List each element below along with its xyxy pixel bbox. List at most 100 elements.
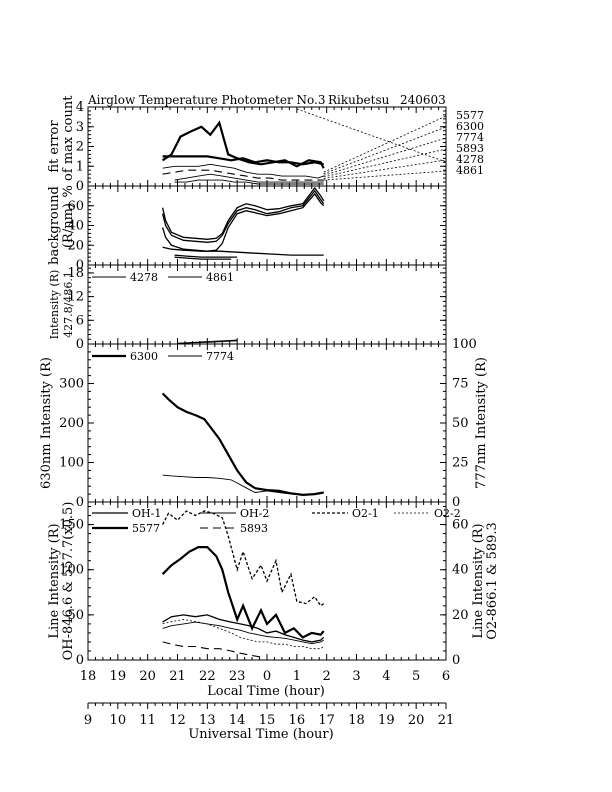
y-axis-label: fit error	[47, 120, 62, 173]
local-tick-label: 6	[442, 669, 450, 684]
y-tick-label: 0	[76, 337, 84, 352]
y-tick-label: 0	[76, 258, 84, 273]
series-line-4861	[174, 179, 324, 185]
local-tick-label: 0	[263, 669, 271, 684]
local-tick-label: 21	[169, 669, 186, 684]
y-right-tick-label: 50	[452, 416, 469, 431]
legend-label-4278: 4278	[130, 271, 158, 284]
y-right-axis-label: O2-866.1 & 589.3	[485, 522, 500, 640]
y-tick-label: 18	[67, 266, 84, 281]
local-time-label: Local Time (hour)	[207, 684, 325, 699]
legend-label-7774: 7774	[206, 350, 234, 363]
y-right-tick-label: 60	[452, 518, 469, 533]
ut-tick-label: 20	[408, 713, 425, 728]
local-tick-label: 4	[382, 669, 390, 684]
series-line-5893	[162, 169, 324, 181]
y-right-tick-label: 0	[452, 653, 460, 668]
ut-tick-label: 21	[438, 713, 455, 728]
series-line-bg-a	[161, 186, 325, 240]
legend-label-O2-1: O2-1	[352, 507, 379, 520]
y-tick-label: 50	[67, 608, 84, 623]
y-right-tick-label: 0	[452, 495, 460, 510]
y-axis-label: OH-846.6 & 557.7(x0.5)	[61, 502, 76, 661]
leader-line-4278	[323, 159, 447, 179]
y-tick-label: 1	[76, 159, 84, 174]
right-label-5893: 5893	[456, 142, 484, 155]
y-tick-label: 200	[59, 416, 84, 431]
series-line-bg-e	[174, 254, 238, 258]
leader-line-cross	[296, 108, 447, 163]
local-tick-label: 2	[323, 669, 331, 684]
ut-tick-label: 16	[289, 713, 306, 728]
y-tick-label: 150	[59, 518, 84, 533]
local-tick-label: 1	[293, 669, 301, 684]
universal-time-label: Universal Time (hour)	[188, 727, 333, 742]
series-line-OH-1	[162, 614, 325, 643]
series-line-bg-c	[161, 192, 325, 252]
y-tick-label: 20	[67, 238, 84, 253]
series-line-7774	[162, 163, 324, 179]
ut-tick-label: 11	[139, 713, 156, 728]
right-label-5577: 5577	[456, 109, 484, 122]
y-right-tick-label: 40	[452, 563, 469, 578]
local-tick-label: 3	[352, 669, 360, 684]
leader-line-7774	[323, 137, 447, 176]
ut-tick-label: 18	[348, 713, 365, 728]
legend-label-5893: 5893	[240, 522, 268, 535]
panel-frame	[87, 343, 447, 503]
ut-tick-label: 19	[378, 713, 395, 728]
panel-0: 0 1 2 3 4 fit error% of max count 557763007774…	[47, 95, 484, 198]
y-tick-label: 100	[59, 563, 84, 578]
y-tick-label: 2	[76, 140, 84, 155]
figure-site: Rikubetsu	[328, 93, 390, 107]
y-tick-label: 60	[67, 199, 84, 214]
y-right-axis-label: Line Intensity (R)	[471, 523, 486, 638]
panel-1: 0 20 40 60 background (R/nm)	[47, 185, 447, 273]
right-label-6300: 6300	[456, 120, 484, 133]
legend-label-OH-1: OH-1	[132, 507, 161, 520]
series-line-7774	[162, 474, 324, 496]
y-axis-label: % of max count	[61, 95, 76, 198]
leader-line-4861	[323, 170, 447, 181]
right-label-7774: 7774	[456, 131, 484, 144]
y-axis-label: 427.8/486.1	[62, 271, 75, 338]
series-line-O2-1	[162, 510, 325, 607]
y-tick-label: 4	[76, 100, 84, 115]
y-axis-label: Line Intensity (R)	[47, 523, 62, 638]
panel-2: 0 6 12 18 Intensity (R) 427.8/486.1 4278 4861	[48, 264, 447, 352]
y-axis-label: Intensity (R)	[48, 270, 61, 340]
series-line-bg-f	[174, 256, 232, 260]
y-tick-label: 300	[59, 377, 84, 392]
y-right-axis-label: 777nm Intensity (R)	[474, 357, 489, 489]
series-line-5893	[162, 641, 265, 659]
y-tick-label: 100	[59, 456, 84, 471]
y-tick-label: 3	[76, 120, 84, 135]
y-tick-label: 6	[76, 313, 84, 328]
y-axis-label: background	[47, 186, 62, 265]
ut-tick-label: 17	[318, 713, 335, 728]
local-tick-label: 23	[229, 669, 246, 684]
local-tick-label: 18	[80, 669, 97, 684]
ut-tick-label: 15	[259, 713, 276, 728]
ut-tick-label: 10	[110, 713, 127, 728]
legend-label-6300: 6300	[130, 350, 158, 363]
leader-line-5577	[323, 115, 447, 173]
right-label-4861: 4861	[456, 164, 484, 177]
y-tick-label: 40	[67, 219, 84, 234]
panel-3: 0 100 200 300 0 25 50 75 100 630nm Intensity (R) 7…	[39, 337, 489, 510]
figure-title: Airglow Temperature Photometer No.3	[87, 93, 326, 107]
local-tick-label: 5	[412, 669, 420, 684]
series-line-bg-d	[162, 246, 324, 256]
legend-label-OH-2: OH-2	[240, 507, 269, 520]
local-tick-label: 19	[110, 669, 127, 684]
y-tick-label: 12	[67, 290, 84, 305]
ut-tick-label: 12	[169, 713, 186, 728]
series-line-bg-b	[161, 189, 325, 243]
y-tick-label: 0	[76, 653, 84, 668]
figure-date: 240603	[400, 93, 446, 107]
series-line-5577	[161, 120, 325, 169]
right-label-4278: 4278	[456, 153, 484, 166]
series-line-6300	[162, 155, 324, 166]
